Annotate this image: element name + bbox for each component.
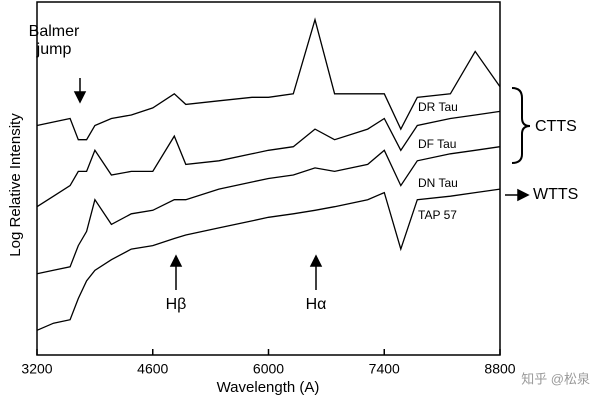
annotation: Balmer <box>29 23 80 40</box>
annotation-arrows <box>73 78 530 290</box>
annotation: WTTS <box>533 186 578 203</box>
y-axis-label: Log Relative Intensity <box>7 113 24 257</box>
x-axis-label: Wavelength (A) <box>217 379 320 396</box>
spectrum-line <box>36 110 501 208</box>
series-label: TAP 57 <box>418 208 457 222</box>
arrow-head <box>73 91 87 104</box>
brace <box>511 87 531 164</box>
x-tick-label: 6000 <box>253 361 284 377</box>
x-tick-label: 8800 <box>484 361 515 377</box>
spectrum-line <box>36 188 501 331</box>
x-tick-label: 3200 <box>21 361 52 377</box>
annotation: Hα <box>306 296 327 313</box>
series-label: DR Tau <box>418 100 458 114</box>
arrow-head <box>169 254 183 267</box>
x-tick-label: 7400 <box>369 361 400 377</box>
annotation: jump <box>36 41 72 58</box>
x-tick-label: 4600 <box>137 361 168 377</box>
spectrum-line <box>36 17 501 141</box>
arrow-head <box>517 188 530 202</box>
spectrum-line <box>36 146 501 275</box>
arrow-head <box>309 254 323 267</box>
series-label: DN Tau <box>418 176 458 190</box>
series-label: DF Tau <box>418 137 456 151</box>
annotation: CTTS <box>535 118 577 135</box>
annotation: Hβ <box>166 296 187 313</box>
watermark: 知乎 @松泉 <box>521 371 590 386</box>
